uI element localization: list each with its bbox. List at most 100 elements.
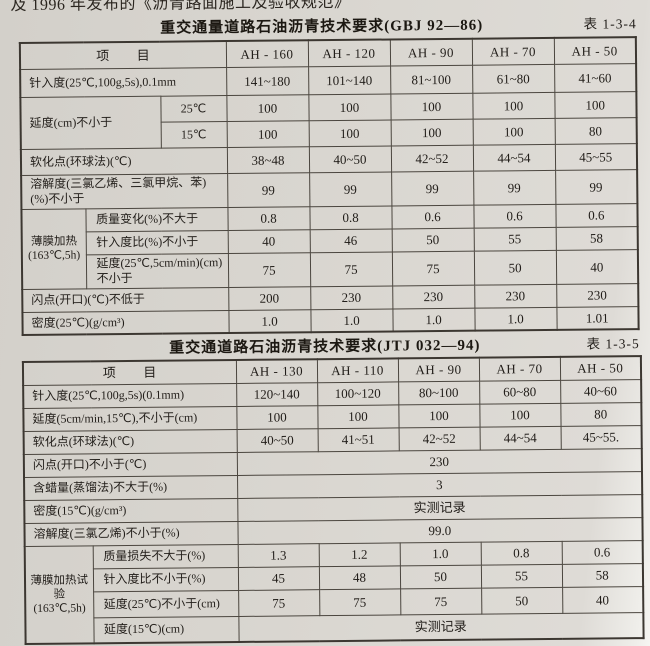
row-label: 溶解度(三氯乙烯、三氯甲烷、苯)(%)不小于 [21, 173, 228, 210]
cell-value: 80 [560, 402, 642, 426]
row-label: 延度(5cm/min,15℃),不小于(cm) [23, 405, 237, 432]
cell-value: 45 [237, 566, 320, 590]
row-label: 溶解度(三氯乙烯)不小于(%) [24, 520, 238, 547]
cell-value: 42~52 [398, 426, 480, 451]
cell-value: 99 [555, 169, 638, 204]
cell-value: 75 [319, 588, 401, 616]
table1-number: 表 1-3-4 [583, 16, 637, 32]
grade-header: AH - 70 [471, 37, 555, 65]
cell-value: 120~140 [236, 382, 318, 406]
spanning-value: 实测记录 [238, 612, 644, 642]
cell-value: 100~120 [317, 381, 399, 406]
cell-value: 60~80 [479, 379, 561, 404]
cell-value: 50 [481, 586, 563, 614]
cell-value: 1.01 [556, 306, 639, 330]
cell-value: 100 [236, 405, 318, 429]
grade-header: AH - 50 [553, 37, 637, 64]
row-label: 软化点(环球法)(℃) [23, 428, 237, 455]
grade-header: AH - 50 [559, 356, 642, 380]
row-group-label: 薄膜加热试验(163℃,5h) [24, 545, 94, 645]
table-row: 延度(15℃)(cm) 实测记录 [25, 612, 644, 644]
grade-header: AH - 160 [225, 40, 309, 68]
cell-value: 100 [390, 118, 473, 146]
cell-value: 100 [226, 94, 309, 122]
row-sublabel: 15℃ [160, 121, 227, 148]
cell-value: 0.8 [309, 205, 392, 230]
table1-title: 重交通量道路石油沥青技术要求(GBJ 92—86) [160, 17, 484, 37]
row-label: 含蜡量(蒸馏法)不大于(%) [24, 474, 238, 501]
cell-value: 75 [391, 250, 475, 286]
cell-value: 80 [554, 117, 637, 144]
row-sublabel: 质量变化(%)不大于 [85, 207, 228, 232]
table2-number: 表 1-3-5 [586, 336, 640, 352]
table-gbj92-86: 项 目 AH - 160 AH - 120 AH - 90 AH - 70 AH… [18, 36, 640, 337]
cell-value: 40 [555, 249, 639, 284]
item-header: 项 目 [22, 359, 237, 386]
cell-value: 99 [473, 169, 556, 205]
grade-header: AH - 90 [389, 38, 473, 66]
table2-title: 重交通道路石油沥青技术要求(JTJ 032—94) [169, 337, 481, 357]
cell-value: 100 [472, 91, 555, 119]
cell-value: 46 [309, 228, 392, 253]
cell-value: 230 [474, 283, 557, 308]
cell-value: 101~140 [308, 65, 391, 95]
cell-value: 99 [227, 172, 310, 208]
cell-value: 0.6 [473, 203, 556, 228]
cell-value: 45~55 [554, 143, 638, 170]
cell-value: 1.0 [399, 541, 481, 566]
cell-value: 100 [390, 92, 473, 120]
cell-value: 40 [562, 586, 644, 613]
cell-value: 0.6 [391, 204, 474, 229]
row-label: 针入度(25℃,100g,5s),0.1mm [20, 67, 227, 98]
cell-value: 75 [238, 589, 320, 616]
cell-value: 50 [391, 227, 474, 252]
table-row: 密度(25℃)(g/cm³) 1.0 1.0 1.0 1.0 1.01 [22, 306, 639, 336]
cell-value: 41~60 [554, 63, 637, 92]
cell-value: 200 [228, 286, 311, 311]
cell-value: 100 [226, 120, 309, 148]
row-label: 针入度(25℃,100g,5s)(0.1mm) [23, 382, 237, 409]
cell-value: 61~80 [472, 63, 555, 93]
cell-value: 1.2 [318, 542, 400, 567]
cell-value: 40~50 [308, 145, 392, 173]
cell-value: 44~54 [472, 143, 556, 171]
cell-value: 0.8 [227, 206, 310, 231]
cell-value: 1.0 [474, 306, 557, 331]
grade-header: AH - 70 [478, 356, 561, 381]
cell-value: 40 [227, 229, 310, 254]
cell-value: 80~100 [398, 380, 480, 405]
cell-value: 230 [310, 285, 393, 310]
row-label: 密度(15℃)(g/cm³) [24, 497, 238, 524]
cell-value: 58 [555, 226, 638, 250]
cell-value: 0.6 [561, 540, 643, 564]
row-label: 软化点(环球法)(℃) [20, 147, 228, 176]
cell-value: 230 [392, 284, 475, 309]
cell-value: 1.0 [228, 309, 311, 334]
row-label: 闪点(开口)不小于(℃) [23, 451, 238, 478]
cell-value: 0.6 [555, 203, 638, 227]
cell-value: 1.0 [392, 307, 475, 332]
row-group-label: 薄膜加热(163℃,5h) [21, 208, 87, 290]
cell-value: 40~50 [236, 428, 318, 452]
cell-value: 38~48 [226, 146, 310, 174]
cell-value: 75 [400, 587, 482, 615]
cell-value: 44~54 [479, 425, 561, 450]
grade-header: AH - 90 [397, 357, 480, 382]
row-sublabel: 质量损失不大于(%) [92, 543, 238, 569]
cell-value: 100 [308, 119, 391, 147]
row-sublabel: 针入度比不小于(%) [92, 566, 239, 592]
cell-value: 100 [308, 93, 391, 121]
grade-header: AH - 110 [316, 358, 399, 383]
cell-value: 55 [480, 563, 563, 588]
cell-value: 75 [309, 251, 393, 287]
row-sublabel: 延度(25℃,5cm/min)(cm)不小于 [85, 253, 229, 289]
row-sublabel: 延度(15℃)(cm) [93, 615, 239, 644]
grade-header: AH - 120 [307, 39, 391, 67]
cell-value: 50 [473, 249, 557, 285]
cell-value: 100 [317, 404, 399, 429]
cell-value: 100 [398, 403, 480, 428]
item-header: 项 目 [19, 41, 227, 70]
cell-value: 99 [391, 170, 474, 206]
